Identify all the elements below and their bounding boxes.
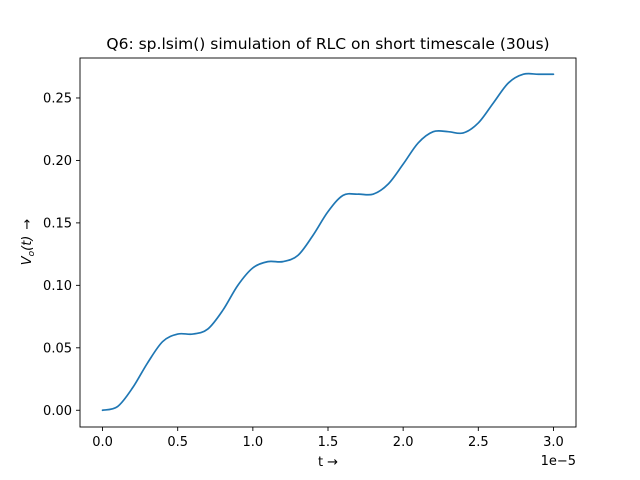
plot-background (80, 58, 576, 427)
x-tick-label: 0.0 (92, 435, 113, 450)
x-tick-label: 0.5 (167, 435, 188, 450)
x-axis-label: t → (318, 455, 338, 470)
y-label-arg: (t) (20, 236, 35, 251)
chart-title: Q6: sp.lsim() simulation of RLC on short… (106, 35, 549, 53)
y-label-sub: o (27, 250, 37, 256)
y-tick-label: 0.25 (43, 91, 72, 106)
x-tick-label: 3.0 (543, 435, 564, 450)
y-label-main: V (20, 255, 35, 265)
y-tick-label: 0.20 (43, 154, 72, 169)
y-tick-label: 0.00 (43, 404, 72, 419)
x-tick-label: 2.5 (468, 435, 489, 450)
series-line (101, 72, 555, 412)
plot-area (79, 57, 577, 428)
x-tick-label: 1.5 (318, 435, 339, 450)
x-tick-label: 1.0 (243, 435, 264, 450)
x-offset-text: 1e−5 (541, 454, 576, 469)
x-axis: 0.0 0.5 1.0 1.5 2.0 2.5 3.0 (92, 427, 564, 450)
y-axis-label: Vo(t) → (20, 219, 37, 266)
y-tick-label: 0.15 (43, 216, 72, 231)
y-axis: 0.00 0.05 0.10 0.15 0.20 0.25 (43, 91, 80, 419)
x-tick-label: 2.0 (393, 435, 414, 450)
y-tick-label: 0.05 (43, 341, 72, 356)
y-label-arrow: → (20, 219, 35, 230)
y-tick-label: 0.10 (43, 279, 72, 294)
